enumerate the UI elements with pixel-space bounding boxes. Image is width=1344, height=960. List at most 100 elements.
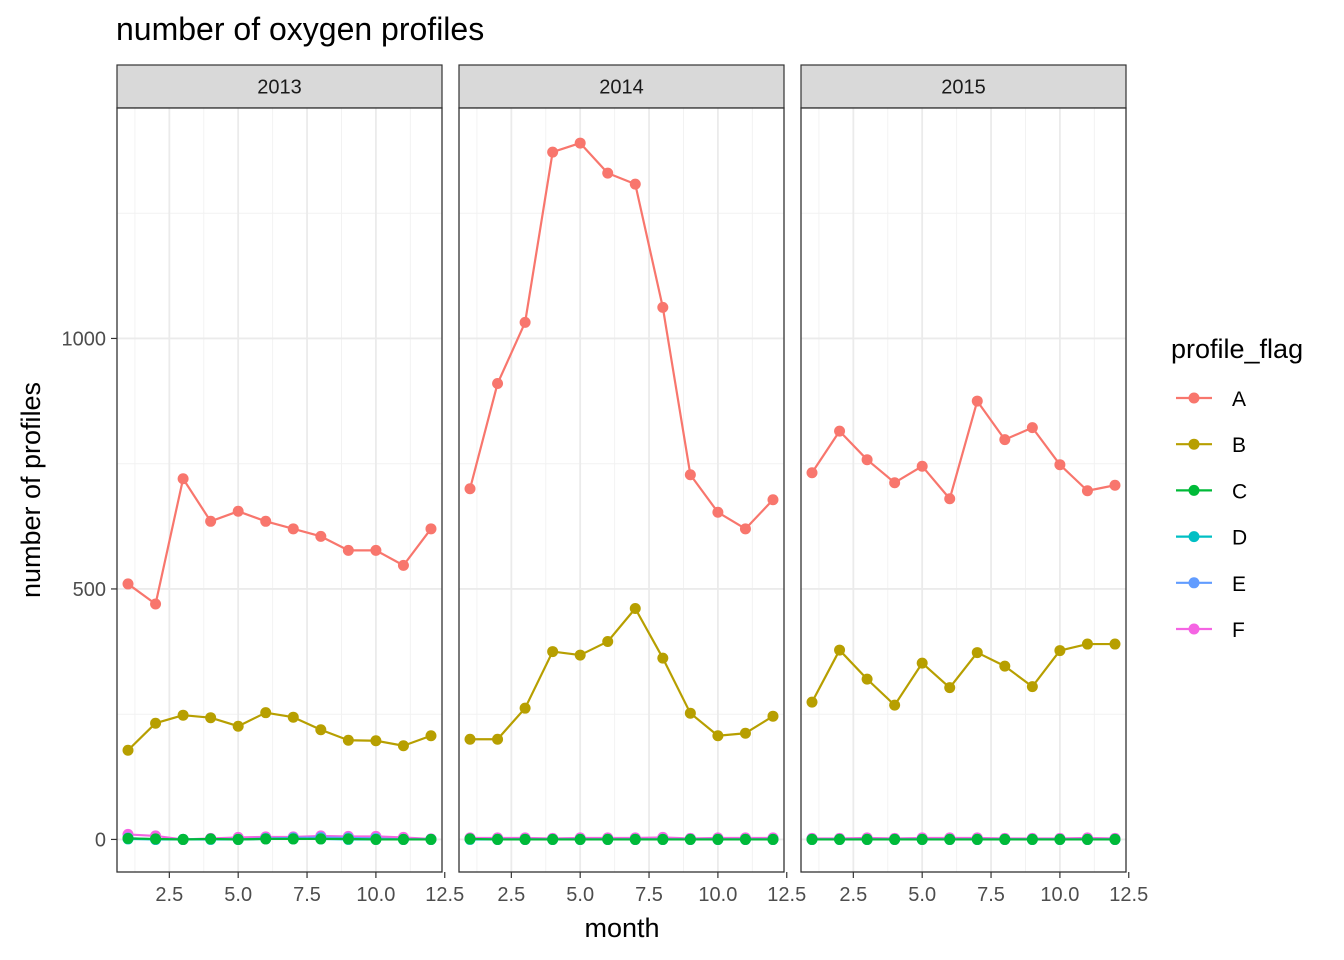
- data-point: [370, 735, 382, 747]
- legend-label: D: [1232, 527, 1247, 550]
- y-tick-label: 0: [95, 829, 106, 851]
- data-point: [1026, 681, 1038, 693]
- data-point: [684, 469, 696, 481]
- legend-item-A: A: [1176, 388, 1246, 411]
- series-line: [470, 836, 773, 840]
- data-point: [889, 477, 901, 489]
- panel-2014: 2014 2.5 5.0 7.5 10.0 12.5: [458, 64, 806, 906]
- panel-2015: 2015 2.5 5.0 7.5 10.0 12.5: [800, 64, 1148, 906]
- data-point: [150, 717, 162, 729]
- legend: profile_flag ABC DEF: [1171, 334, 1303, 642]
- data-point: [767, 710, 779, 722]
- y-axis: 0 500 1000: [62, 328, 117, 851]
- data-point: [1109, 479, 1121, 491]
- data-point: [122, 744, 134, 756]
- y-axis-title: number of profiles: [16, 382, 46, 598]
- data-point: [425, 833, 437, 845]
- series-C: [464, 833, 779, 845]
- series-C: [806, 833, 1121, 845]
- x-tick-label: 7.5: [977, 884, 1005, 906]
- legend-key-point: [1188, 531, 1200, 543]
- panel-2013: 2013 2.5 5.0 7.5 10.0 12.5: [116, 64, 464, 906]
- data-point: [889, 833, 901, 845]
- data-point: [1026, 422, 1038, 434]
- data-point: [861, 833, 873, 845]
- data-point: [739, 833, 751, 845]
- chart-panels: 2013 2.5 5.0 7.5 10.0 12.5 2014 2.5 5.0 7.5 10.0 12…: [62, 64, 1148, 906]
- data-point: [547, 833, 559, 845]
- x-tick-label: 10.0: [356, 884, 395, 906]
- x-tick-label: 5.0: [566, 884, 594, 906]
- x-tick-label: 10.0: [1040, 884, 1079, 906]
- panel-border: [116, 107, 443, 873]
- data-point: [834, 644, 846, 656]
- data-point: [1109, 833, 1121, 845]
- data-point: [1054, 833, 1066, 845]
- data-point: [177, 709, 189, 721]
- series-line: [470, 837, 773, 841]
- legend-label: C: [1232, 480, 1247, 503]
- data-point: [519, 316, 531, 328]
- legend-item-B: B: [1176, 434, 1246, 457]
- data-point: [370, 544, 382, 556]
- data-point: [712, 730, 724, 742]
- data-point: [574, 137, 586, 149]
- data-point: [519, 833, 531, 845]
- data-point: [602, 167, 614, 179]
- data-point: [122, 578, 134, 590]
- data-point: [806, 467, 818, 479]
- data-point: [205, 515, 217, 527]
- data-point: [315, 530, 327, 542]
- data-point: [177, 833, 189, 845]
- legend-title: profile_flag: [1171, 334, 1303, 364]
- data-point: [287, 833, 299, 845]
- data-point: [287, 523, 299, 535]
- data-point: [657, 301, 669, 313]
- x-tick-label: 2.5: [497, 884, 525, 906]
- series-A: [122, 473, 437, 610]
- data-point: [999, 833, 1011, 845]
- facet-strip-label: 2013: [257, 77, 302, 99]
- data-point: [834, 425, 846, 437]
- data-point: [464, 833, 476, 845]
- panel-background: [117, 108, 442, 872]
- data-point: [1109, 638, 1121, 650]
- data-point: [150, 833, 162, 845]
- legend-label: B: [1232, 434, 1246, 457]
- data-point: [1081, 485, 1093, 497]
- data-point: [806, 696, 818, 708]
- data-point: [916, 460, 928, 472]
- data-point: [629, 602, 641, 614]
- legend-item-D: D: [1176, 527, 1247, 550]
- x-axis-title: month: [584, 913, 659, 943]
- data-point: [944, 682, 956, 694]
- data-point: [739, 727, 751, 739]
- data-point: [712, 833, 724, 845]
- data-point: [547, 146, 559, 158]
- data-point: [205, 833, 217, 845]
- data-point: [834, 833, 846, 845]
- legend-label: A: [1232, 388, 1246, 411]
- data-point: [492, 733, 504, 745]
- data-point: [260, 833, 272, 845]
- data-point: [889, 699, 901, 711]
- data-point: [1054, 459, 1066, 471]
- x-tick-label: 7.5: [635, 884, 663, 906]
- data-point: [574, 649, 586, 661]
- data-point: [287, 711, 299, 723]
- data-point: [425, 523, 437, 535]
- data-point: [684, 707, 696, 719]
- x-tick-label: 12.5: [1109, 884, 1148, 906]
- data-point: [739, 523, 751, 535]
- data-point: [971, 647, 983, 659]
- chart-title: number of oxygen profiles: [116, 11, 484, 47]
- legend-key-point: [1188, 438, 1200, 450]
- panel-border: [458, 107, 785, 873]
- series-B: [464, 602, 779, 745]
- data-point: [767, 494, 779, 506]
- data-point: [260, 707, 272, 719]
- data-point: [712, 506, 724, 518]
- data-point: [397, 740, 409, 752]
- data-point: [806, 833, 818, 845]
